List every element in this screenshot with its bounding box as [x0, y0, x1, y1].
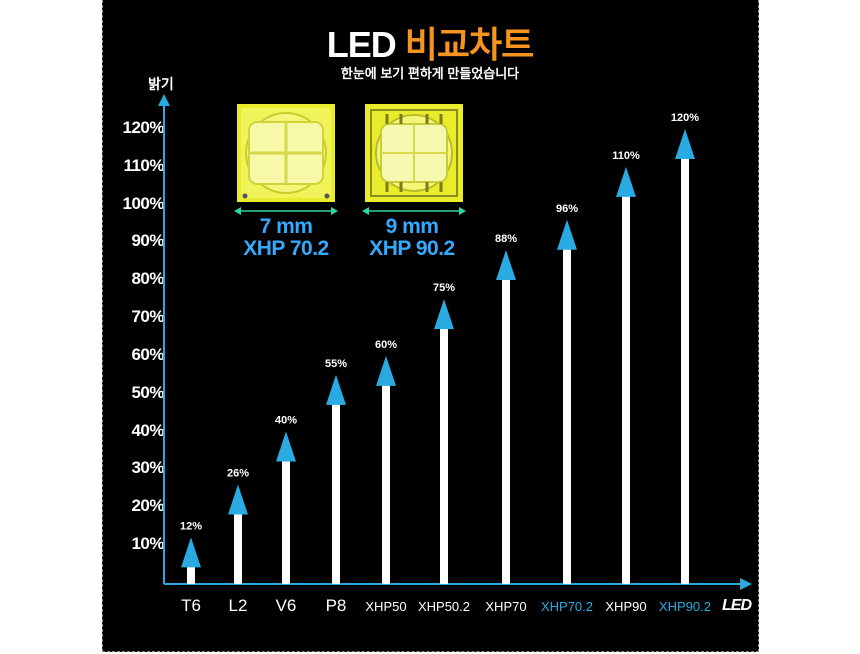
y-tick-label: 50% — [131, 382, 164, 402]
x-tick-label: XHP70 — [485, 599, 526, 614]
y-tick-label: 90% — [131, 231, 164, 251]
x-tick-label: XHP90.2 — [659, 599, 711, 614]
bar-xhp90.2 — [681, 157, 689, 584]
y-tick-label: 30% — [131, 458, 164, 478]
bar-value-label: 12% — [180, 520, 202, 532]
xhp90-chip-image — [365, 104, 463, 207]
bar-xhp50 — [382, 383, 390, 584]
bar-arrowhead-icon — [616, 166, 636, 197]
chip-label-xhp90: 9 mm XHP 90.2 — [352, 216, 472, 260]
bar-xhp90 — [622, 194, 630, 584]
y-tick-label: 40% — [131, 420, 164, 440]
x-tick-label: T6 — [181, 596, 201, 615]
x-tick-label: XHP70.2 — [541, 599, 593, 614]
bar-value-label: 40% — [275, 415, 297, 427]
bar-p8 — [332, 402, 340, 584]
y-tick-label: 10% — [131, 534, 164, 553]
xhp70-chip-image — [237, 104, 335, 207]
bar-value-label: 110% — [612, 150, 640, 162]
x-axis-label: LED — [722, 597, 752, 614]
y-tick-label: 60% — [131, 344, 164, 364]
y-axis-arrow-icon — [158, 94, 170, 106]
y-tick-label: 120% — [122, 118, 165, 137]
bar-value-label: 26% — [227, 467, 249, 479]
bar-v6 — [282, 459, 290, 584]
chip-model-xhp90: XHP 90.2 — [369, 237, 455, 260]
chip-dimension-arrows — [234, 207, 466, 215]
chart-subtitle: 한눈에 보기 편하게 만들었습니다 — [340, 66, 520, 81]
chip-size-xhp90: 9 mm — [385, 215, 439, 238]
bar-arrowhead-icon — [496, 250, 516, 281]
bar-value-label: 55% — [325, 358, 347, 370]
title-part2: 비교차트 — [404, 24, 534, 65]
y-tick-label: 80% — [131, 269, 164, 289]
bar-arrowhead-icon — [376, 355, 396, 386]
bar-arrowhead-icon — [276, 431, 296, 462]
bar-value-label: 75% — [433, 282, 455, 294]
y-tick-label: 70% — [131, 307, 164, 327]
bar-arrowhead-icon — [228, 484, 248, 515]
bar-arrowhead-icon — [434, 299, 454, 330]
y-tick-label: 110% — [123, 155, 164, 175]
x-tick-label: P8 — [326, 596, 347, 615]
title-part1: LED — [326, 24, 397, 65]
bar-value-label: 88% — [495, 233, 517, 245]
bar-value-label: 60% — [375, 339, 397, 351]
bar-xhp50.2 — [440, 327, 448, 584]
bar-t6 — [187, 565, 195, 584]
x-tick-label: XHP90 — [605, 599, 646, 614]
bar-value-label: 120% — [671, 112, 699, 124]
x-tick-label: V6 — [276, 596, 297, 615]
y-tick-label: 100% — [122, 193, 165, 213]
x-tick-label: XHP50.2 — [418, 599, 470, 614]
bar-arrowhead-icon — [181, 537, 201, 568]
x-tick-label: XHP50 — [365, 599, 406, 614]
bar-xhp70.2 — [563, 247, 571, 584]
bar-arrowhead-icon — [557, 219, 577, 250]
bar-arrowhead-icon — [326, 374, 346, 405]
bar-xhp70 — [502, 278, 510, 584]
y-tick-label: 20% — [131, 496, 164, 516]
bar-value-label: 96% — [556, 203, 578, 215]
x-axis-arrow-icon — [740, 578, 752, 590]
chart-title: LED 비교차트 — [0, 16, 860, 68]
x-tick-label: L2 — [229, 596, 248, 615]
bar-arrowhead-icon — [675, 129, 695, 159]
chip-label-xhp70: 7 mm XHP 70.2 — [226, 216, 346, 260]
bar-l2 — [234, 512, 242, 584]
y-axis-label: 밝기 — [148, 76, 174, 92]
chip-size-xhp70: 7 mm — [259, 215, 313, 238]
chip-model-xhp70: XHP 70.2 — [243, 237, 329, 260]
